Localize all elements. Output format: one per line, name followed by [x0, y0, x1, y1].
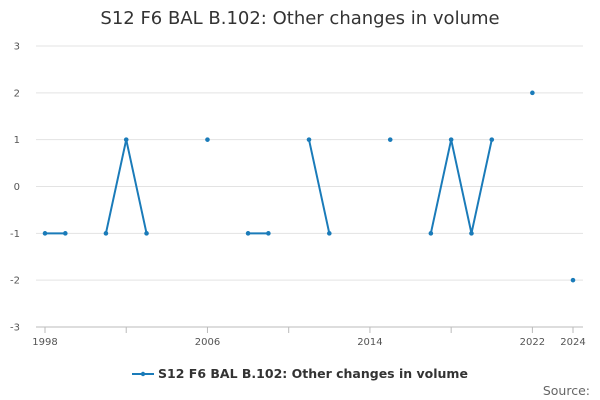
series-line	[470, 138, 493, 235]
x-tick-label: 2014	[357, 337, 382, 348]
x-tick-label: 1998	[32, 337, 57, 348]
legend[interactable]: S12 F6 BAL B.102: Other changes in volum…	[0, 366, 600, 381]
data-point[interactable]	[327, 231, 332, 236]
legend-swatch-icon	[132, 371, 155, 376]
gridlines	[36, 45, 583, 328]
y-tick-label: -2	[10, 276, 20, 287]
data-point[interactable]	[245, 231, 251, 236]
data-point[interactable]	[123, 137, 129, 142]
data-point[interactable]	[387, 137, 393, 142]
y-tick-label: 2	[14, 88, 20, 99]
data-point[interactable]	[266, 231, 271, 236]
x-tick-label: 2006	[195, 337, 220, 348]
series-line	[429, 138, 453, 235]
data-point[interactable]	[530, 90, 535, 96]
series-line	[125, 138, 148, 235]
data-point[interactable]	[306, 137, 312, 142]
series-line	[308, 138, 331, 235]
data-point[interactable]	[205, 137, 210, 142]
x-axis	[36, 326, 583, 333]
y-tick-label: 0	[14, 182, 20, 193]
data-point[interactable]	[448, 137, 454, 142]
y-tick-label: -3	[10, 323, 20, 334]
data-point[interactable]	[570, 277, 576, 283]
series[interactable]	[42, 90, 576, 283]
y-tick-label: -1	[10, 229, 20, 240]
data-point[interactable]	[63, 231, 68, 236]
chart-title: S12 F6 BAL B.102: Other changes in volum…	[100, 8, 500, 29]
source-label: Source:	[542, 383, 590, 398]
data-point[interactable]	[489, 137, 495, 142]
y-tick-label: 1	[14, 135, 20, 146]
y-tick-label: 3	[14, 42, 20, 53]
data-point[interactable]	[42, 231, 48, 236]
x-axis-labels: 1998 2006 2014 2022 2024	[32, 337, 585, 348]
y-axis: 3 2 1 0 -1 -2 -3	[10, 42, 20, 334]
data-point[interactable]	[469, 231, 474, 236]
data-point[interactable]	[103, 231, 109, 236]
data-point[interactable]	[428, 231, 434, 236]
series-line	[450, 138, 473, 235]
x-tick-label: 2022	[520, 337, 545, 348]
series-line	[104, 138, 128, 235]
x-tick-label: 2024	[560, 337, 585, 348]
legend-label: S12 F6 BAL B.102: Other changes in volum…	[158, 366, 468, 381]
data-point[interactable]	[144, 231, 149, 236]
